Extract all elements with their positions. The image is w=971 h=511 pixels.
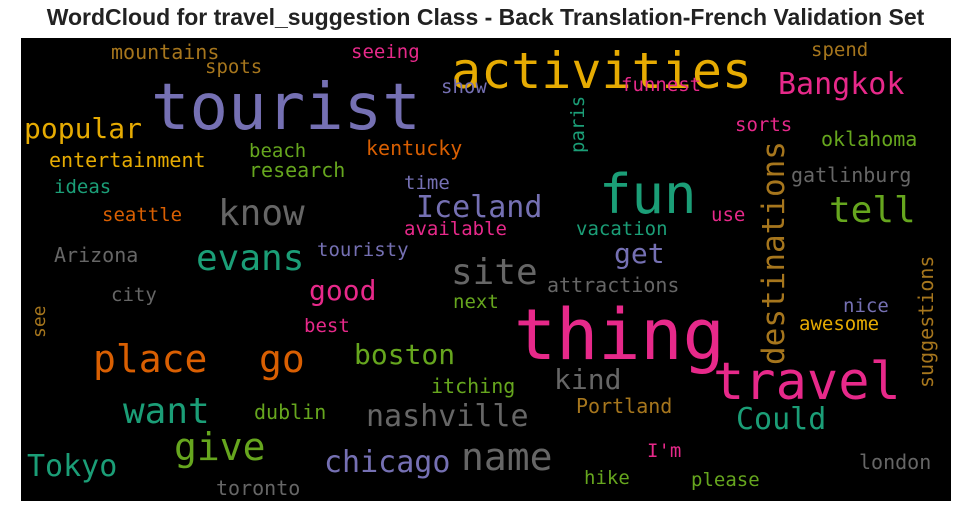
word-sorts: sorts: [735, 114, 793, 136]
word-city: city: [111, 284, 157, 306]
word-travel: travel: [713, 352, 901, 412]
word-could: Could: [736, 402, 827, 437]
word-activities: activities: [451, 42, 753, 100]
word-get: get: [614, 237, 665, 270]
wordcloud-canvas: thing tourist fun travel activities name place…: [21, 38, 951, 501]
word-i-m: I'm: [647, 440, 682, 462]
word-know: know: [218, 193, 305, 234]
word-nashville: nashville: [366, 399, 529, 434]
word-beach: beach: [249, 140, 307, 162]
word-please: please: [691, 469, 760, 491]
word-seattle: seattle: [102, 204, 183, 226]
word-good: good: [309, 274, 377, 307]
word-funnest: funnest: [621, 74, 702, 96]
word-dublin: dublin: [254, 400, 327, 424]
word-next: next: [453, 291, 499, 313]
word-oklahoma: oklahoma: [821, 127, 918, 151]
word-iceland: Iceland: [416, 190, 543, 225]
word-arizona: Arizona: [54, 243, 139, 267]
word-awesome: awesome: [799, 313, 880, 335]
word-place: place: [93, 337, 208, 381]
word-fun: fun: [599, 163, 697, 226]
word-site: site: [451, 252, 538, 293]
word-portland: Portland: [576, 394, 673, 418]
word-time: time: [404, 172, 450, 194]
word-hike: hike: [584, 467, 630, 489]
word-popular: popular: [24, 112, 143, 145]
word-spots: spots: [205, 56, 263, 78]
word-tourist: tourist: [151, 71, 421, 145]
word-research: research: [249, 158, 346, 182]
word-kentucky: kentucky: [366, 136, 463, 160]
word-nice: nice: [843, 295, 889, 317]
word-paris: paris: [567, 95, 589, 153]
word-give: give: [174, 425, 266, 469]
word-tell: tell: [829, 190, 916, 231]
word-see: see: [29, 305, 50, 338]
word-attractions: attractions: [547, 273, 680, 297]
word-london: london: [859, 450, 932, 474]
word-vacation: vacation: [576, 218, 668, 240]
word-evans: evans: [196, 238, 305, 279]
word-boston: boston: [354, 338, 456, 371]
word-touristy: touristy: [317, 239, 409, 261]
word-tokyo: Tokyo: [27, 449, 118, 484]
word-chicago: chicago: [324, 445, 451, 480]
word-bangkok: Bangkok: [778, 67, 905, 102]
word-available: available: [404, 218, 507, 240]
word-show: show: [441, 76, 487, 98]
word-gatlinburg: gatlinburg: [791, 163, 912, 187]
word-mountains: mountains: [111, 40, 220, 64]
word-entertainment: entertainment: [49, 148, 206, 172]
word-suggestions: suggestions: [914, 255, 938, 388]
word-kind: kind: [554, 363, 622, 396]
word-best: best: [304, 315, 350, 337]
word-name: name: [461, 435, 553, 479]
chart-title: WordCloud for travel_suggestion Class - …: [46, 4, 925, 30]
word-go: go: [259, 337, 305, 381]
word-use: use: [711, 204, 746, 226]
word-itching: itching: [431, 374, 516, 398]
word-toronto: toronto: [216, 476, 301, 500]
word-want: want: [123, 391, 210, 432]
word-ideas: ideas: [54, 176, 112, 198]
word-spend: spend: [811, 39, 869, 61]
word-thing: thing: [514, 294, 725, 376]
word-seeing: seeing: [351, 41, 420, 63]
word-destinations: destinations: [756, 141, 792, 365]
